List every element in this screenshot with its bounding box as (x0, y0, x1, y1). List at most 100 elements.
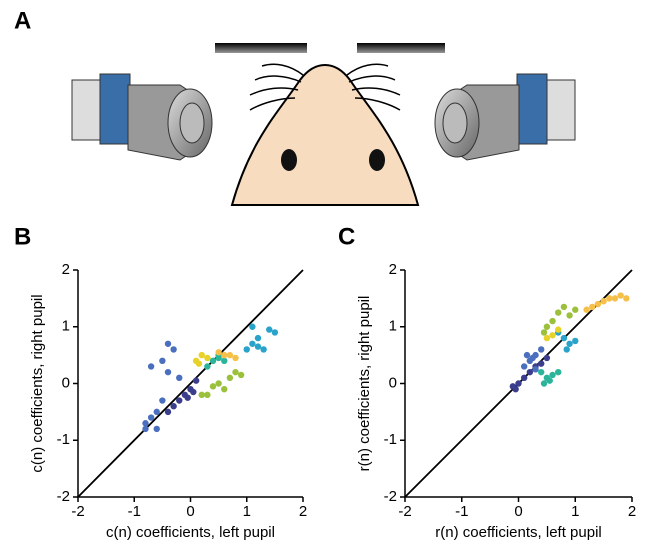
point (198, 351, 205, 359)
point (147, 414, 155, 421)
point (555, 326, 562, 333)
y-tick-label: -1 (57, 431, 70, 448)
point (623, 295, 630, 302)
point (549, 371, 556, 379)
point (176, 374, 183, 382)
point (512, 385, 519, 393)
point (538, 360, 545, 367)
x-tick-label: -2 (398, 503, 411, 520)
point (572, 337, 579, 345)
point (237, 371, 245, 379)
point (572, 306, 579, 313)
y-tick-label: 2 (62, 261, 70, 278)
point (543, 334, 551, 342)
y-axis-label: r(n) coefficients, right pupil (356, 296, 373, 472)
point (142, 425, 149, 433)
point (523, 351, 531, 359)
y-tick-label: 1 (389, 318, 397, 335)
point (515, 380, 522, 387)
point (560, 303, 568, 311)
point (555, 368, 562, 376)
panel-label: C (338, 223, 355, 250)
point (142, 420, 149, 427)
y-tick-label: -1 (384, 431, 397, 448)
point (159, 397, 166, 404)
point (243, 346, 250, 353)
y-tick-label: 2 (389, 261, 397, 278)
point (170, 346, 177, 353)
point (153, 408, 160, 416)
x-axis-label: c(n) coefficients, left pupil (106, 524, 275, 541)
point (176, 397, 183, 404)
point (232, 354, 239, 362)
point (260, 346, 267, 353)
point (520, 363, 528, 370)
point (221, 351, 228, 359)
y-tick-label: -2 (57, 488, 70, 505)
y-tick-label: 1 (62, 318, 70, 335)
point (563, 346, 570, 353)
identity-line (77, 269, 304, 498)
x-tick-label: 1 (571, 503, 579, 520)
point (215, 380, 222, 387)
point (170, 403, 177, 410)
point (538, 368, 545, 376)
point (204, 391, 211, 399)
point (540, 329, 548, 336)
point (147, 363, 155, 370)
point (583, 306, 590, 313)
x-tick-label: 1 (243, 503, 251, 520)
point (204, 363, 211, 370)
point (600, 298, 607, 305)
point (164, 340, 172, 347)
point (209, 383, 217, 390)
point (594, 300, 602, 308)
point (529, 354, 536, 362)
point (190, 388, 197, 396)
panel-label: A (14, 7, 31, 34)
point (221, 357, 228, 364)
x-axis-label: r(n) coefficients, left pupil (435, 524, 601, 541)
point (266, 326, 273, 333)
x-tick-label: 0 (514, 503, 522, 520)
point (543, 354, 551, 362)
x-tick-label: -1 (455, 503, 468, 520)
point (555, 309, 562, 316)
point (606, 295, 613, 302)
point (209, 357, 217, 364)
point (549, 317, 556, 325)
y-tick-label: 0 (62, 374, 70, 391)
point (254, 343, 262, 350)
point (543, 323, 551, 330)
point (153, 425, 160, 433)
point (520, 374, 528, 382)
point (159, 357, 166, 364)
point (589, 303, 596, 311)
x-tick-label: 2 (628, 503, 636, 520)
point (198, 391, 205, 399)
point (532, 366, 539, 373)
point (215, 349, 222, 356)
point (611, 295, 619, 302)
panel-label: B (14, 223, 31, 250)
point (184, 394, 191, 401)
point (560, 334, 568, 342)
point (232, 368, 239, 376)
point (617, 292, 624, 299)
point (538, 346, 545, 353)
point (549, 332, 556, 339)
x-tick-label: -2 (71, 503, 84, 520)
point (566, 312, 573, 319)
x-tick-label: -1 (128, 503, 141, 520)
point (526, 368, 534, 376)
point (164, 408, 172, 416)
point (546, 377, 553, 384)
point (271, 329, 279, 336)
y-tick-label: -2 (384, 488, 397, 505)
point (221, 385, 228, 393)
point (215, 354, 222, 362)
point (164, 368, 172, 376)
illustration (71, 43, 576, 206)
x-tick-label: 0 (186, 503, 194, 520)
